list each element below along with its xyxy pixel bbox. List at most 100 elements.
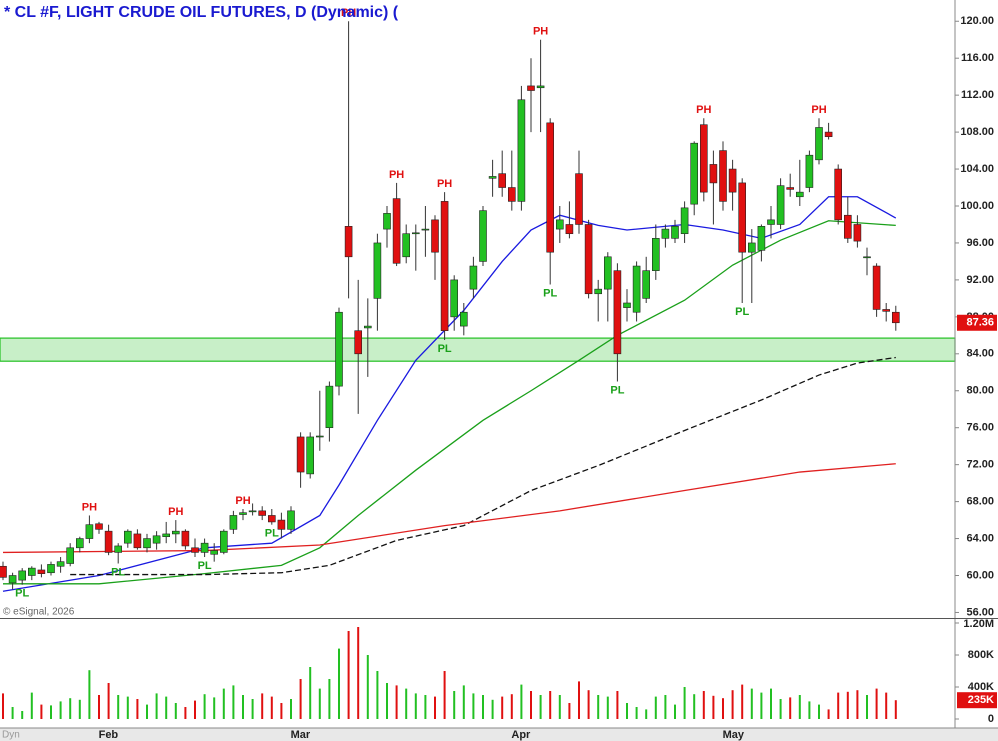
volume-bar [309,667,312,719]
candle-body [411,232,420,235]
candle-body [210,550,218,555]
y-tick-label: 120.00 [960,15,994,27]
volume-bar [136,699,139,719]
volume-bar [78,699,81,719]
volume-bar [376,671,379,719]
volume-bar [635,707,638,719]
volume-bar [798,695,801,719]
y-tick-label: 56.00 [966,606,994,618]
candle-body [651,238,660,271]
candle-body [344,226,353,258]
vol-tick-label: 400K [968,681,994,693]
volume-bar [808,701,811,719]
candle-body [680,207,689,235]
support-zone [0,337,956,362]
watermark: © eSignal, 2026 [3,607,75,618]
moving-average [70,356,896,576]
volume-bar [357,627,360,719]
candle-body [85,524,94,539]
last-value-label: 87.36 [966,317,994,329]
candle-body [824,131,833,138]
volume-bar [616,691,619,719]
candle-body [575,173,583,225]
corner-label: Dyn [2,730,20,741]
volume-bar [194,700,196,719]
candle-body [229,515,238,530]
y-tick-label: 104.00 [960,163,994,175]
candle-body [843,214,852,239]
candle-body [220,530,228,553]
pivot-label: PH [811,104,826,116]
volume-bar [270,696,273,719]
volume-bar [472,693,475,719]
volume-bar [165,696,168,719]
candle-body [47,564,55,574]
volume-bar [520,684,523,719]
volume-bar [654,696,657,719]
last-value-box [957,314,997,331]
candle-body [469,265,478,290]
volume-bar [558,695,561,719]
volume-bar [395,685,398,719]
candle-body [632,265,641,313]
candle-body [776,185,785,225]
x-tick-label: Mar [291,729,311,741]
candle-body [172,530,180,535]
pivot-label: PH [389,169,404,181]
candle-body [479,210,487,262]
volume-bar [386,683,388,719]
volume-bar [251,699,254,719]
candle-body [421,228,430,231]
volume-bar [338,648,340,719]
candle-body [76,538,84,549]
y-tick-label: 112.00 [961,89,994,101]
x-tick-label: Apr [511,729,531,741]
volume-bar [155,693,158,719]
candle-body [133,533,142,549]
vol-tick-label: 1.20M [963,618,994,630]
candle-body [200,542,209,553]
volume-bar [683,687,686,719]
candle-body [402,233,411,258]
pivot-label: PL [265,528,279,540]
x-tick-label: May [723,729,745,741]
moving-average [2,196,897,592]
moving-average [3,220,896,585]
candle-body [267,515,276,523]
candle-body [747,242,756,253]
candle-body [450,279,459,318]
volume-bar [443,671,446,719]
candle-body [124,530,132,544]
candle-body [354,330,363,355]
pivot-label: PH [168,506,183,518]
volume-bar [107,683,110,719]
volume-bar [702,691,705,719]
candle-body [853,224,862,242]
volume-bar [578,681,580,719]
candle-body [296,436,305,473]
pivot-label: PL [438,343,452,355]
volume-bar [530,691,532,719]
candle-body [863,256,871,259]
candle-body [603,256,612,290]
volume-bar [347,631,350,719]
volume-bar [664,695,667,719]
y-tick-label: 68.00 [966,496,994,508]
candle-body [872,265,881,310]
volume-bar [59,701,62,719]
pivot-label: PH [437,178,452,190]
volume-bar [837,692,840,719]
vol-tick-label: 800K [968,649,994,661]
last-value-box [957,692,997,709]
y-tick-label: 72.00 [966,459,994,471]
candle-body [104,530,113,553]
volume-bar [462,685,465,719]
volume-bar [693,694,696,719]
candle-body [786,187,795,190]
candle-body [719,150,727,202]
pivot-label: PH [696,104,711,116]
pivot-label: PH [341,7,356,19]
candle-body [488,176,497,179]
volume-bar [731,690,734,719]
